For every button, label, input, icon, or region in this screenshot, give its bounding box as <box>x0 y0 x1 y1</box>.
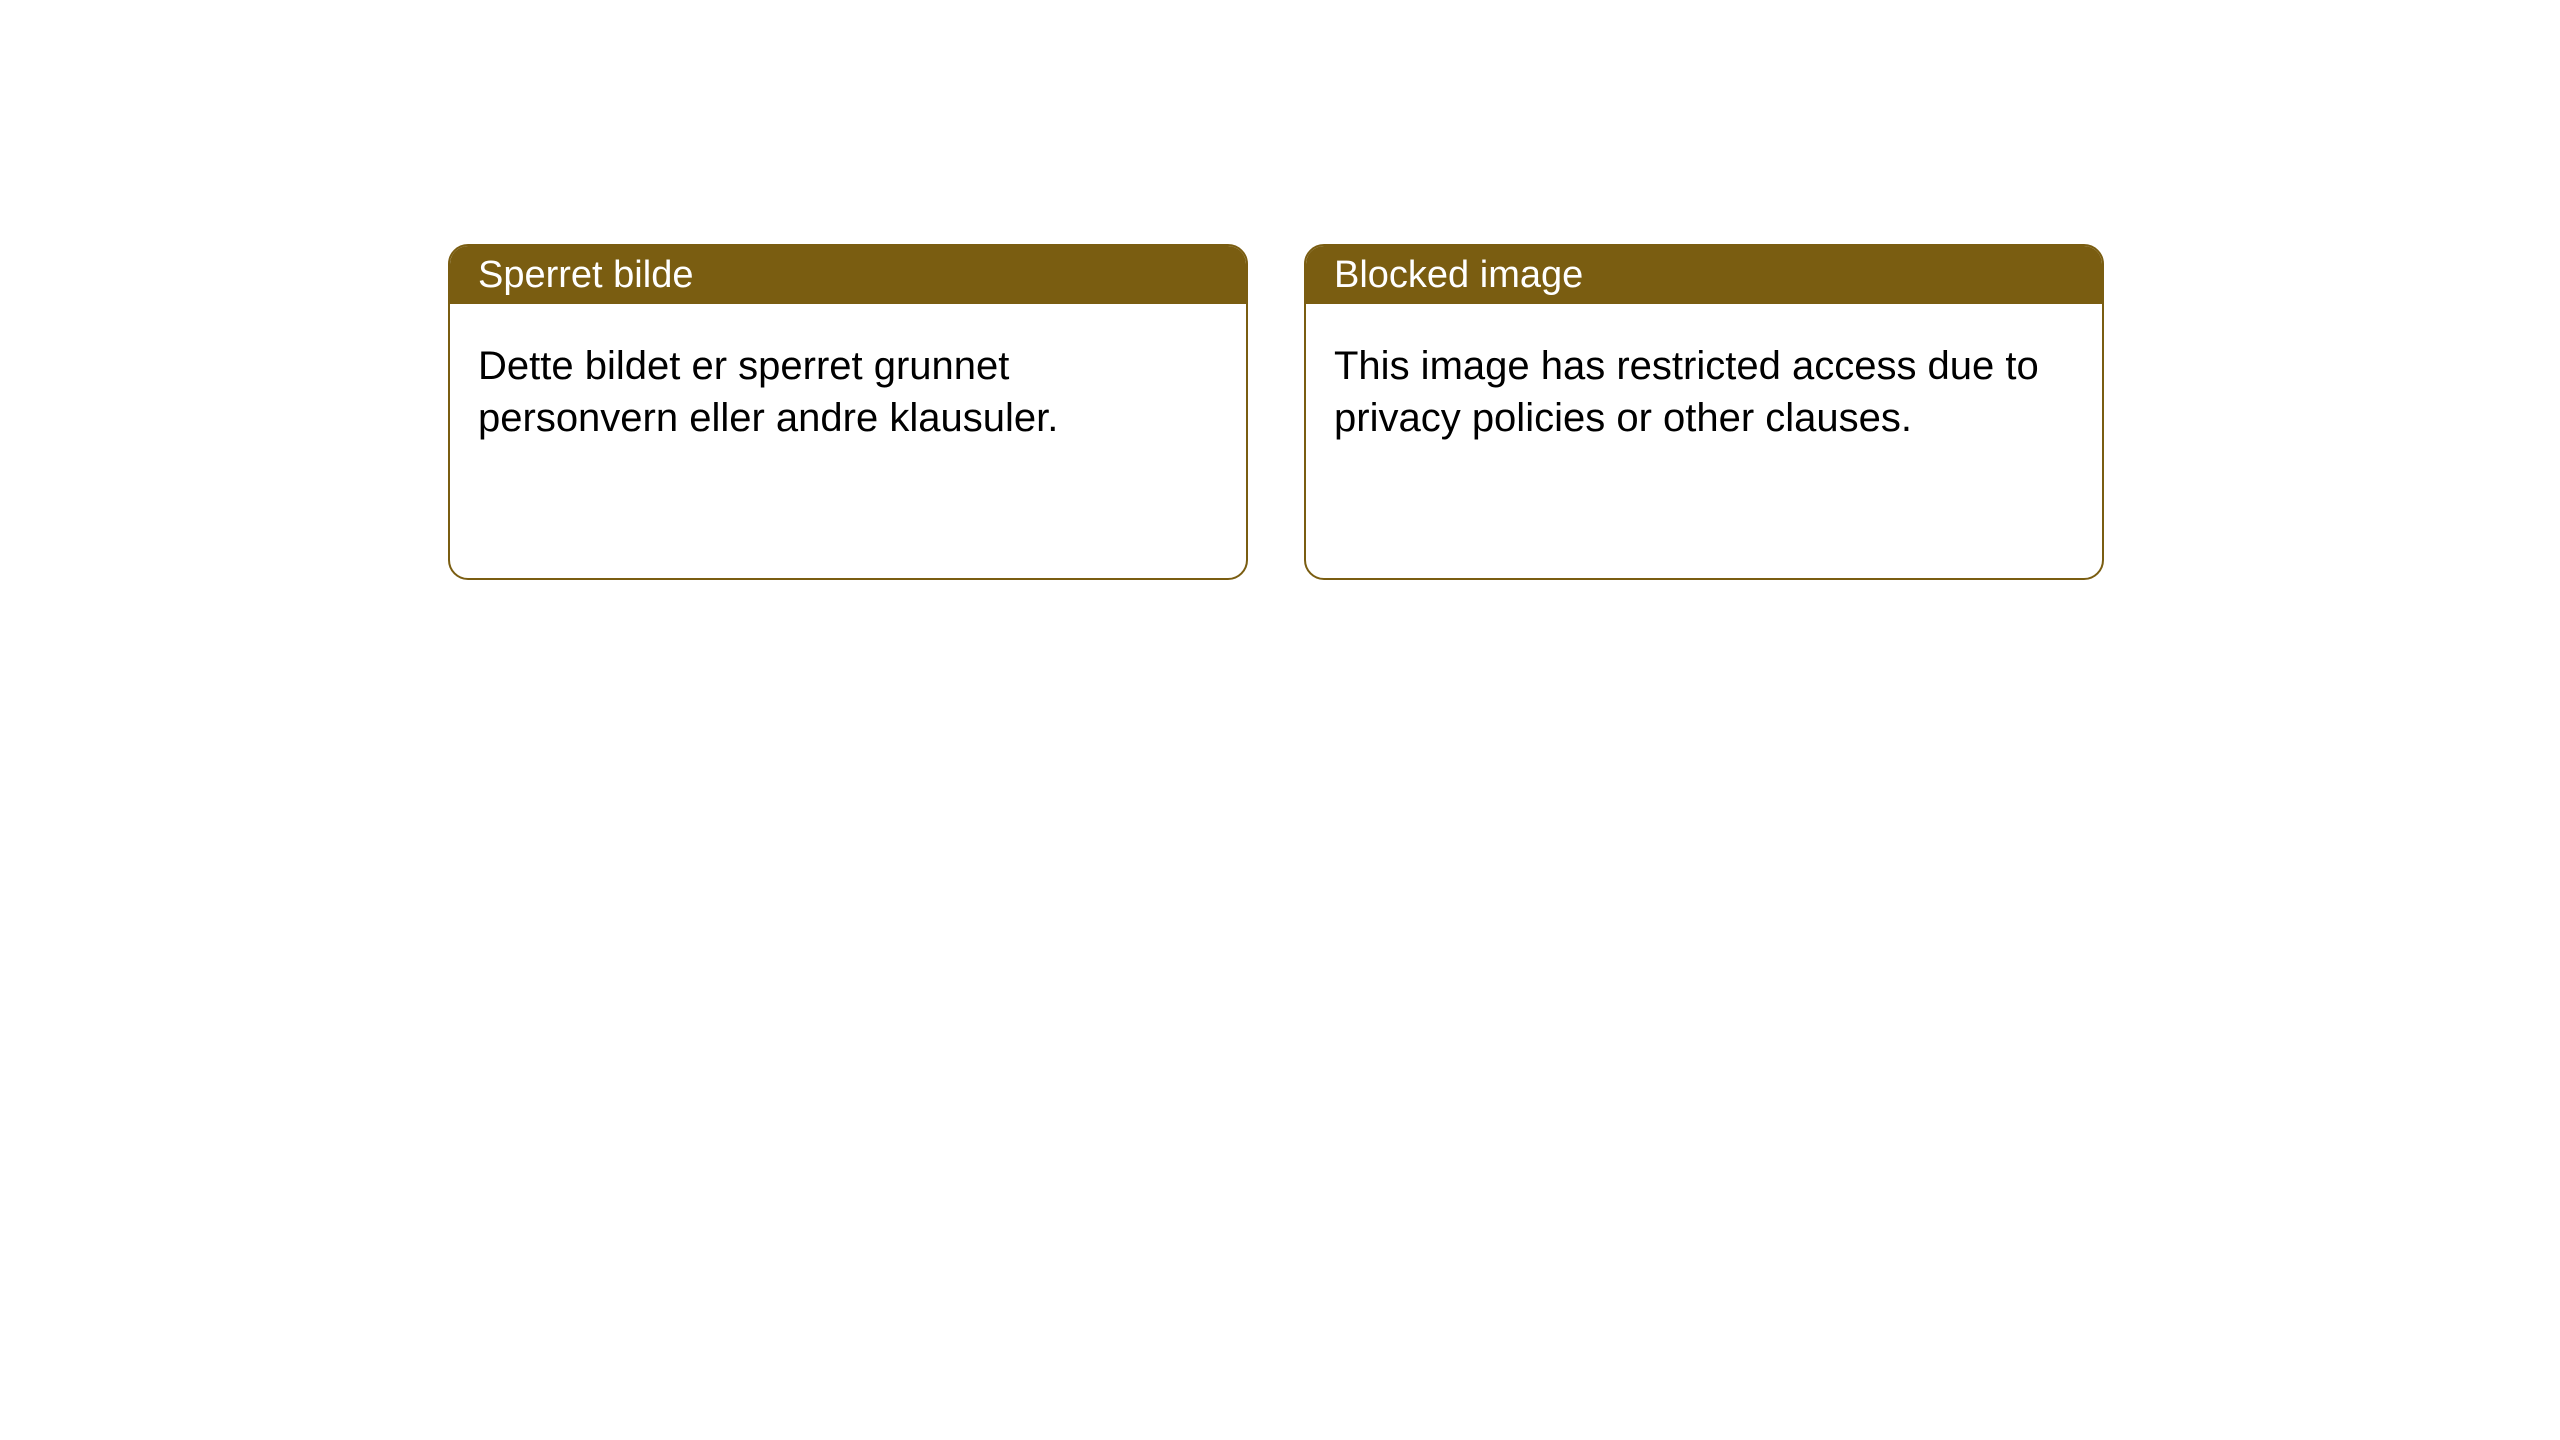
notice-body: This image has restricted access due to … <box>1306 304 2102 480</box>
notice-body-text: This image has restricted access due to … <box>1334 344 2039 440</box>
notice-header: Blocked image <box>1306 246 2102 304</box>
notice-title: Sperret bilde <box>478 254 693 297</box>
notice-title: Blocked image <box>1334 254 1583 297</box>
notice-card-english: Blocked image This image has restricted … <box>1304 244 2104 580</box>
notice-card-norwegian: Sperret bilde Dette bildet er sperret gr… <box>448 244 1248 580</box>
notice-header: Sperret bilde <box>450 246 1246 304</box>
notice-body-text: Dette bildet er sperret grunnet personve… <box>478 344 1058 440</box>
notice-container: Sperret bilde Dette bildet er sperret gr… <box>448 244 2104 580</box>
notice-body: Dette bildet er sperret grunnet personve… <box>450 304 1246 480</box>
